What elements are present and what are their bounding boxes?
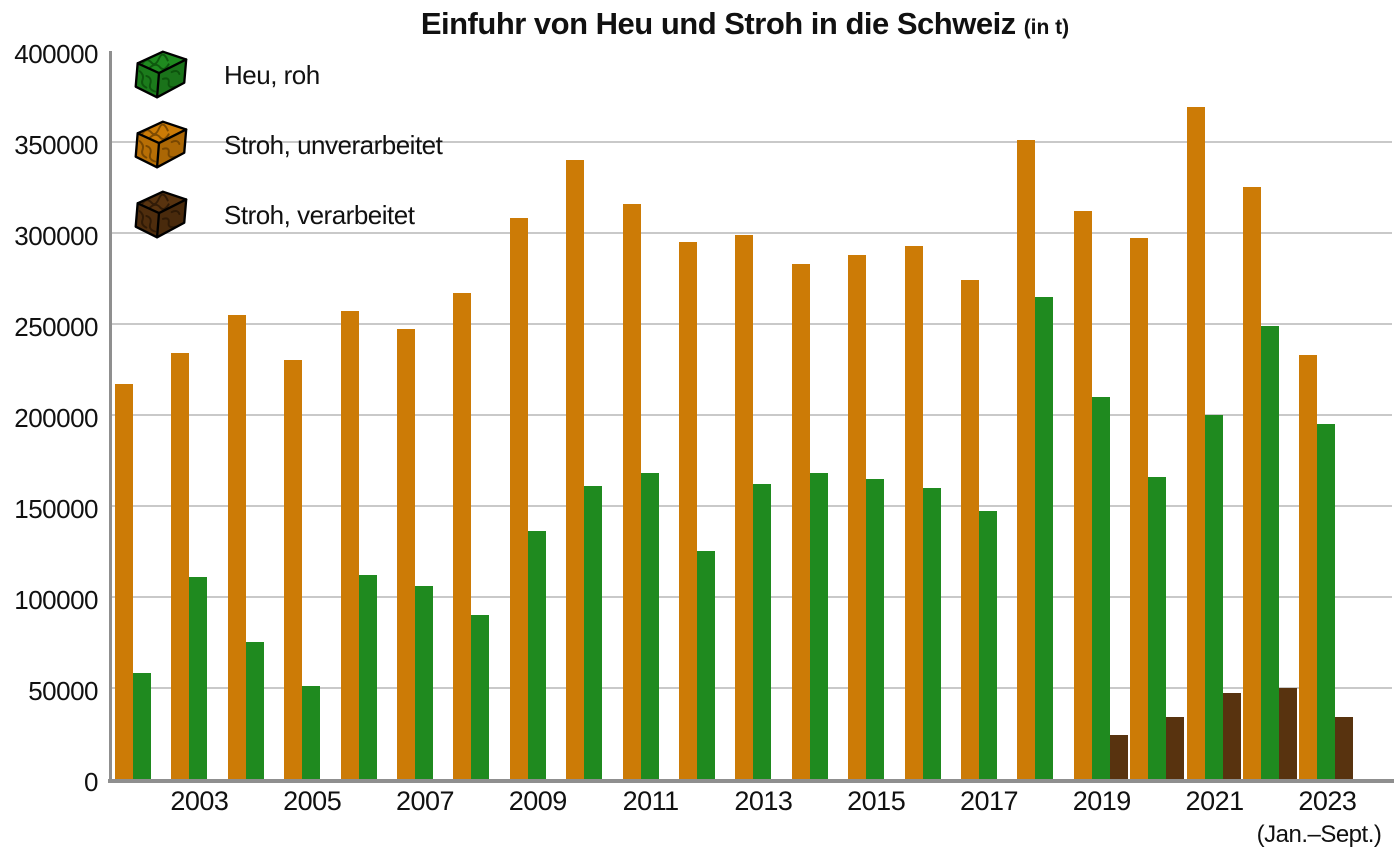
bar-2020-Stroh, verarbeitet	[1166, 717, 1184, 779]
legend-label-stroh-unverarbeitet: Stroh, unverarbeitet	[224, 129, 443, 160]
bar-2021-Stroh, verarbeitet	[1223, 693, 1241, 779]
bar-2003-Stroh, unverarbeitet	[171, 353, 189, 779]
x-tick-label-2003: 2003	[170, 786, 229, 816]
bar-2015-Stroh, unverarbeitet	[848, 255, 866, 779]
bar-2015-Heu, roh	[866, 479, 884, 779]
y-tick-label-100000: 100000	[14, 585, 98, 615]
bar-2011-Heu, roh	[641, 473, 659, 779]
bar-2004-Stroh, unverarbeitet	[228, 315, 246, 779]
bar-2022-Stroh, verarbeitet	[1279, 688, 1297, 779]
bar-2004-Heu, roh	[246, 642, 264, 779]
straw-bale-orange-icon	[134, 120, 188, 169]
bar-2006-Stroh, unverarbeitet	[341, 311, 359, 779]
bar-2017-Stroh, unverarbeitet	[961, 280, 979, 779]
bar-2023-Stroh, unverarbeitet	[1299, 355, 1317, 779]
bar-2014-Stroh, unverarbeitet	[792, 264, 810, 779]
x-axis-note: (Jan.–Sept.)	[1256, 821, 1382, 848]
bar-2005-Heu, roh	[302, 686, 320, 779]
bar-2014-Heu, roh	[810, 473, 828, 779]
y-tick-label-400000: 400000	[14, 39, 98, 69]
y-tick-label-250000: 250000	[14, 312, 98, 342]
x-tick-label-2007: 2007	[395, 786, 455, 816]
x-tick-label-2009: 2009	[508, 786, 568, 816]
y-tick-label-0: 0	[84, 767, 98, 797]
bar-2023-Stroh, verarbeitet	[1335, 717, 1353, 779]
bar-2002-Heu, roh	[133, 673, 151, 779]
bar-2009-Heu, roh	[528, 531, 546, 779]
bar-2021-Stroh, unverarbeitet	[1187, 107, 1205, 779]
x-tick-label-2005: 2005	[283, 786, 342, 816]
y-tick-label-50000: 50000	[28, 676, 98, 706]
x-tick-label-2013: 2013	[734, 786, 793, 816]
x-tick-label-2021: 2021	[1185, 786, 1245, 816]
x-tick-label-2017: 2017	[959, 786, 1019, 816]
x-tick-label-2019: 2019	[1072, 786, 1132, 816]
x-tick-label-2023: 2023	[1298, 786, 1357, 816]
chart-unit-label: (in t)	[1023, 16, 1070, 39]
straw-bale-brown-icon	[134, 190, 188, 239]
bar-2013-Heu, roh	[753, 484, 771, 779]
y-tick-label-350000: 350000	[14, 130, 98, 160]
bar-2008-Heu, roh	[471, 615, 489, 779]
bar-2020-Heu, roh	[1148, 477, 1166, 779]
bar-2012-Heu, roh	[697, 551, 715, 779]
bar-2019-Stroh, unverarbeitet	[1074, 211, 1092, 779]
bar-2022-Heu, roh	[1261, 326, 1279, 779]
bar-2019-Stroh, verarbeitet	[1110, 735, 1128, 779]
gridline-300000	[110, 232, 1392, 234]
bar-2003-Heu, roh	[189, 577, 207, 779]
bar-2005-Stroh, unverarbeitet	[284, 360, 302, 779]
bar-2020-Stroh, unverarbeitet	[1130, 238, 1148, 779]
bar-2012-Stroh, unverarbeitet	[679, 242, 697, 779]
bar-2009-Stroh, unverarbeitet	[510, 218, 528, 779]
legend: Heu, roh Stroh, unverarbeitet	[126, 40, 443, 250]
bar-2018-Heu, roh	[1035, 297, 1053, 779]
legend-label-heu-roh: Heu, roh	[224, 59, 320, 90]
legend-item-heu-roh: Heu, roh	[126, 40, 442, 110]
y-tick-label-150000: 150000	[14, 494, 98, 524]
legend-item-stroh-unverarbeitet: Stroh, unverarbeitet	[126, 110, 443, 180]
y-tick-label-200000: 200000	[14, 403, 98, 433]
chart-title-text: Einfuhr von Heu und Stroh in die Schweiz	[420, 6, 1016, 41]
legend-item-stroh-verarbeitet: Stroh, verarbeitet	[126, 180, 442, 250]
bar-2007-Stroh, unverarbeitet	[397, 329, 415, 779]
x-tick-label-2015: 2015	[847, 786, 906, 816]
bar-2010-Stroh, unverarbeitet	[566, 160, 584, 779]
gridline-350000	[110, 141, 1392, 143]
bar-2016-Stroh, unverarbeitet	[905, 246, 923, 779]
bar-2022-Stroh, unverarbeitet	[1243, 187, 1261, 779]
bar-2016-Heu, roh	[923, 488, 941, 779]
bar-2010-Heu, roh	[584, 486, 602, 779]
x-axis-line	[108, 779, 1394, 783]
bar-2019-Heu, roh	[1092, 397, 1110, 779]
legend-label-stroh-verarbeitet: Stroh, verarbeitet	[224, 199, 415, 230]
hay-bale-green-icon	[134, 50, 188, 99]
bar-2018-Stroh, unverarbeitet	[1017, 140, 1035, 779]
bar-2013-Stroh, unverarbeitet	[735, 235, 753, 779]
bar-2023-Heu, roh	[1317, 424, 1335, 779]
bar-2007-Heu, roh	[415, 586, 433, 779]
bar-2002-Stroh, unverarbeitet	[115, 384, 133, 779]
x-tick-label-2011: 2011	[622, 786, 680, 816]
bar-2006-Heu, roh	[359, 575, 377, 779]
y-axis-line	[109, 51, 112, 783]
bar-2017-Heu, roh	[979, 511, 997, 779]
bar-2021-Heu, roh	[1205, 415, 1223, 779]
bar-2008-Stroh, unverarbeitet	[453, 293, 471, 779]
bar-2011-Stroh, unverarbeitet	[623, 204, 641, 779]
chart-title: Einfuhr von Heu und Stroh in die Schweiz…	[100, 6, 1390, 42]
y-tick-label-300000: 300000	[14, 221, 98, 251]
